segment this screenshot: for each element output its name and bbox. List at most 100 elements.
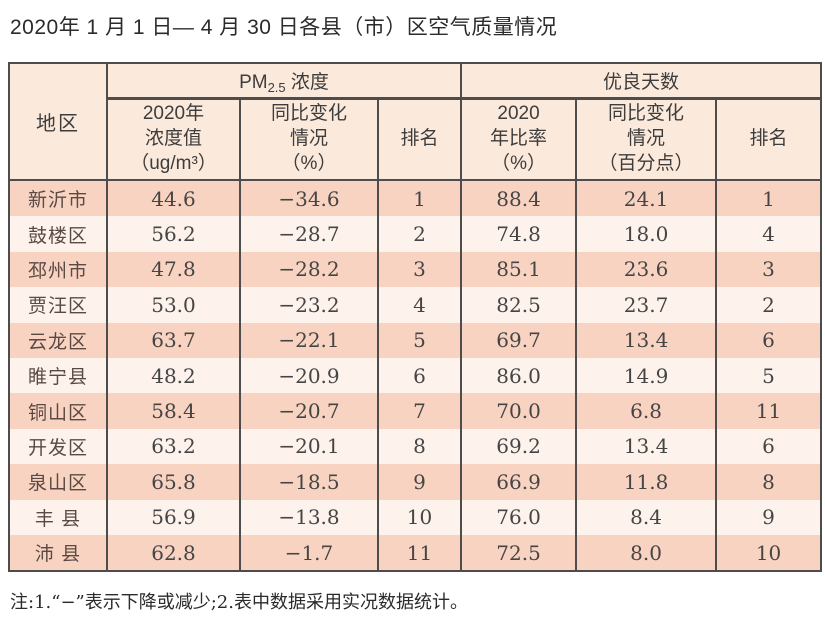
cell-pm-change: −28.7 [239, 216, 379, 252]
cell-pm-rank: 8 [376, 428, 463, 465]
col-header-region: 地区 [8, 63, 108, 181]
cell-pm-value: 53.0 [106, 287, 241, 323]
cell-pm-rank: 2 [376, 216, 463, 252]
cell-pm-rank: 3 [376, 251, 463, 288]
cell-good-change: 13.4 [575, 428, 718, 465]
cell-pm-change: −28.2 [239, 251, 379, 288]
cell-good-change: 14.9 [575, 357, 718, 394]
cell-good-rate: 82.5 [460, 287, 578, 323]
pm25-label-prefix: PM [239, 71, 268, 93]
cell-good-rank: 4 [715, 216, 823, 252]
cell-pm-rank: 9 [376, 464, 463, 500]
cell-pm-value: 63.7 [106, 322, 241, 358]
cell-pm-rank: 7 [376, 393, 463, 429]
cell-good-change: 11.8 [575, 464, 718, 500]
cell-pm-value: 44.6 [106, 180, 241, 217]
cell-region: 邳州市 [8, 251, 108, 288]
table-row: 贾汪区 53.0 −23.2 4 82.5 23.7 2 [8, 287, 823, 323]
cell-region: 泉山区 [8, 464, 108, 500]
cell-good-rank: 8 [715, 464, 823, 500]
table-header: 地区 PM2.5 浓度 优良天数 2020年 浓度值 （ug/m³） 同比变化 … [8, 63, 823, 181]
table-row: 新沂市 44.6 −34.6 1 88.4 24.1 1 [8, 180, 823, 217]
col-header-pm-value: 2020年 浓度值 （ug/m³） [106, 98, 241, 181]
cell-pm-change: −20.7 [239, 393, 379, 429]
cell-pm-change: −34.6 [239, 180, 379, 217]
cell-pm-change: −20.9 [239, 357, 379, 394]
cell-good-change: 13.4 [575, 322, 718, 358]
cell-good-rank: 2 [715, 287, 823, 323]
cell-pm-value: 48.2 [106, 357, 241, 394]
pm25-label-suffix: 浓度 [285, 71, 329, 93]
cell-region: 贾汪区 [8, 287, 108, 323]
cell-good-rank: 9 [715, 499, 823, 535]
col-group-pm25: PM2.5 浓度 [105, 63, 463, 100]
cell-pm-value: 63.2 [106, 428, 241, 465]
cell-good-change: 8.0 [575, 534, 718, 572]
table-row: 开发区 63.2 −20.1 8 69.2 13.4 6 [8, 428, 823, 465]
table-row: 丰 县 56.9 −13.8 10 76.0 8.4 9 [8, 499, 823, 535]
col-header-good-rate: 2020 年比率 （%） [460, 98, 578, 181]
cell-good-change: 24.1 [575, 180, 718, 217]
cell-pm-value: 62.8 [106, 534, 241, 572]
table-row: 铜山区 58.4 −20.7 7 70.0 6.8 11 [8, 393, 823, 429]
cell-good-rate: 70.0 [460, 393, 578, 429]
col-header-pm-change: 同比变化 情况 （%） [239, 98, 379, 181]
cell-region: 鼓楼区 [8, 216, 108, 252]
cell-good-rank: 11 [715, 393, 823, 429]
cell-pm-change: −13.8 [239, 499, 379, 535]
cell-region: 新沂市 [8, 180, 108, 217]
cell-good-rate: 76.0 [460, 499, 578, 535]
cell-good-rank: 3 [715, 251, 823, 288]
cell-pm-change: −20.1 [239, 428, 379, 465]
cell-pm-change: −23.2 [239, 287, 379, 323]
col-header-good-rank: 排名 [715, 98, 823, 181]
cell-good-rank: 6 [715, 322, 823, 358]
table-body: 新沂市 44.6 −34.6 1 88.4 24.1 1 鼓楼区 56.2 −2… [8, 180, 823, 572]
cell-good-rate: 85.1 [460, 251, 578, 288]
cell-good-rank: 5 [715, 357, 823, 394]
cell-pm-value: 56.9 [106, 499, 241, 535]
cell-pm-change: −1.7 [239, 534, 379, 572]
cell-good-rate: 69.2 [460, 428, 578, 465]
table-row: 邳州市 47.8 −28.2 3 85.1 23.6 3 [8, 251, 823, 288]
table-row: 沛 县 62.8 −1.7 11 72.5 8.0 10 [8, 534, 823, 572]
footnote: 注:1.“−”表示下降或减少;2.表中数据采用实况数据统计。 [10, 592, 468, 613]
cell-good-rank: 10 [715, 534, 823, 572]
cell-pm-rank: 11 [376, 534, 463, 572]
cell-good-change: 8.4 [575, 499, 718, 535]
cell-pm-rank: 5 [376, 322, 463, 358]
cell-pm-rank: 6 [376, 357, 463, 394]
page-title: 2020年 1 月 1 日— 4 月 30 日各县（市）区空气质量情况 [10, 16, 558, 39]
cell-region: 沛 县 [8, 534, 108, 572]
cell-pm-rank: 4 [376, 287, 463, 323]
cell-pm-value: 65.8 [106, 464, 241, 500]
cell-good-rate: 72.5 [460, 534, 578, 572]
cell-good-rate: 86.0 [460, 357, 578, 394]
table-row: 云龙区 63.7 −22.1 5 69.7 13.4 6 [8, 322, 823, 358]
cell-good-rate: 66.9 [460, 464, 578, 500]
cell-good-change: 6.8 [575, 393, 718, 429]
col-header-good-change: 同比变化 情况 （百分点） [575, 98, 718, 181]
cell-good-change: 18.0 [575, 216, 718, 252]
cell-pm-rank: 10 [376, 499, 463, 535]
cell-pm-value: 58.4 [106, 393, 241, 429]
cell-pm-value: 56.2 [106, 216, 241, 252]
table-row: 睢宁县 48.2 −20.9 6 86.0 14.9 5 [8, 357, 823, 394]
col-group-good-days: 优良天数 [460, 63, 823, 100]
cell-good-rate: 88.4 [460, 180, 578, 217]
cell-region: 开发区 [8, 428, 108, 465]
col-header-pm-rank: 排名 [376, 98, 463, 181]
cell-region: 丰 县 [8, 499, 108, 535]
cell-pm-rank: 1 [376, 180, 463, 217]
cell-region: 云龙区 [8, 322, 108, 358]
pm25-label-subscript: 2.5 [267, 79, 286, 95]
cell-good-change: 23.6 [575, 251, 718, 288]
cell-good-rank: 6 [715, 428, 823, 465]
cell-good-change: 23.7 [575, 287, 718, 323]
cell-pm-value: 47.8 [106, 251, 241, 288]
cell-pm-change: −18.5 [239, 464, 379, 500]
cell-region: 睢宁县 [8, 357, 108, 394]
cell-pm-change: −22.1 [239, 322, 379, 358]
cell-good-rank: 1 [715, 180, 823, 217]
